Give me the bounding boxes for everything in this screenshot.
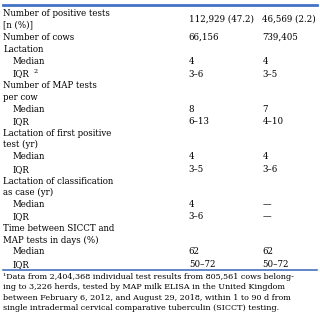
Text: MAP tests in days (%): MAP tests in days (%)	[3, 236, 99, 244]
Text: Lactation of first positive: Lactation of first positive	[3, 129, 112, 138]
Text: 50–72: 50–72	[189, 260, 215, 269]
Text: Lactation: Lactation	[3, 45, 44, 54]
Text: Median: Median	[13, 105, 45, 114]
Text: Number of cows: Number of cows	[3, 33, 75, 42]
Text: IQR: IQR	[13, 165, 30, 174]
Text: Median: Median	[13, 247, 45, 256]
Text: 62: 62	[189, 247, 200, 256]
Text: 4: 4	[262, 152, 268, 161]
Text: Number of MAP tests: Number of MAP tests	[3, 82, 97, 91]
Text: 3–6: 3–6	[262, 165, 278, 174]
Text: Number of positive tests: Number of positive tests	[3, 9, 110, 18]
Text: Time between SICCT and: Time between SICCT and	[3, 224, 115, 233]
Text: 62: 62	[262, 247, 273, 256]
Text: 50–72: 50–72	[262, 260, 289, 269]
Text: 3–6: 3–6	[189, 69, 204, 79]
Text: 3–5: 3–5	[262, 69, 278, 79]
Text: —: —	[262, 200, 271, 209]
Text: 4: 4	[189, 152, 194, 161]
Text: 4: 4	[262, 57, 268, 66]
Text: IQR: IQR	[13, 212, 30, 221]
Text: 4: 4	[189, 200, 194, 209]
Text: 6–13: 6–13	[189, 117, 210, 126]
Text: 3–5: 3–5	[189, 165, 204, 174]
Text: 7: 7	[262, 105, 268, 114]
Text: Lactation of classification: Lactation of classification	[3, 177, 114, 186]
Text: 8: 8	[189, 105, 195, 114]
Text: between February 6, 2012, and August 29, 2018, within 1 to 90 d from: between February 6, 2012, and August 29,…	[3, 294, 291, 302]
Text: per cow: per cow	[3, 93, 38, 102]
Text: 4–10: 4–10	[262, 117, 284, 126]
Text: Median: Median	[13, 200, 45, 209]
Text: single intradermal cervical comparative tuberculin (SICCT) testing.: single intradermal cervical comparative …	[3, 304, 279, 312]
Text: IQR: IQR	[13, 260, 30, 269]
Text: 112,929 (47.2): 112,929 (47.2)	[189, 15, 254, 24]
Text: 66,156: 66,156	[189, 33, 219, 42]
Text: 4: 4	[189, 57, 194, 66]
Text: 3–6: 3–6	[189, 212, 204, 221]
Text: Median: Median	[13, 57, 45, 66]
Text: [n (%)]: [n (%)]	[3, 20, 33, 30]
Text: IQR: IQR	[13, 117, 30, 126]
Text: ¹Data from 2,404,368 individual test results from 805,561 cows belong-: ¹Data from 2,404,368 individual test res…	[3, 273, 294, 281]
Text: 2: 2	[34, 69, 38, 74]
Text: test (yr): test (yr)	[3, 140, 38, 149]
Text: Median: Median	[13, 152, 45, 161]
Text: as case (yr): as case (yr)	[3, 188, 53, 197]
Text: IQR: IQR	[13, 69, 30, 79]
Text: —: —	[262, 212, 271, 221]
Text: 46,569 (2.2): 46,569 (2.2)	[262, 15, 316, 24]
Text: ing to 3,226 herds, tested by MAP milk ELISA in the United Kingdom: ing to 3,226 herds, tested by MAP milk E…	[3, 283, 285, 291]
Text: 739,405: 739,405	[262, 33, 298, 42]
